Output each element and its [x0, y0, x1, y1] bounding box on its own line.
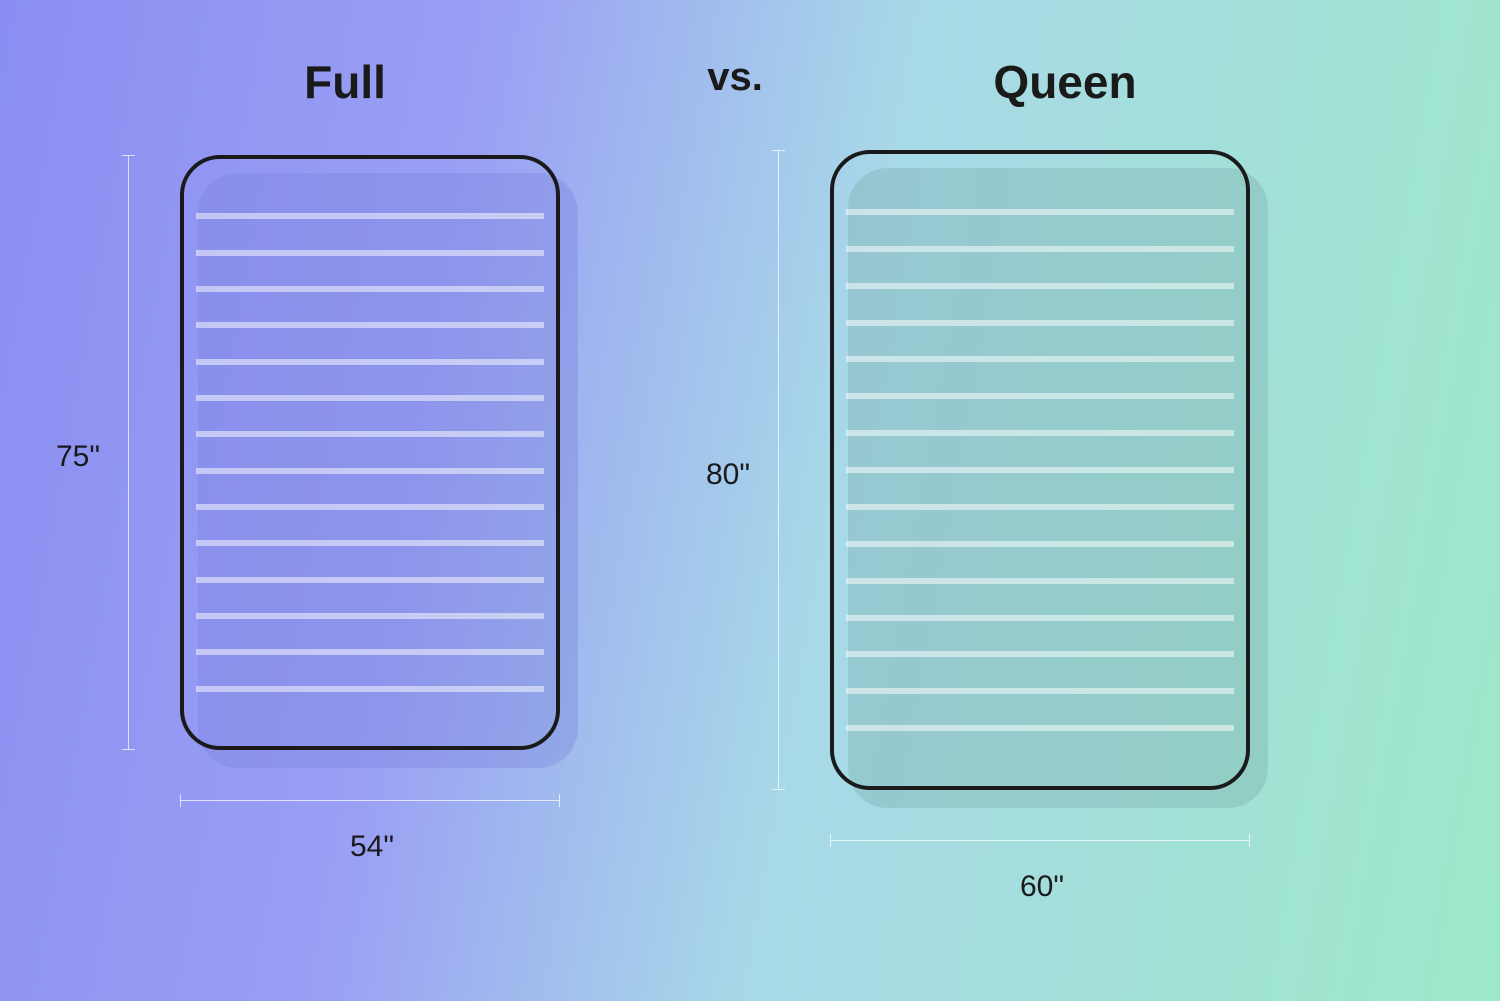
dimension-line-queen-height	[778, 150, 779, 790]
dimension-label-full-height: 75"	[56, 440, 100, 474]
dimension-label-queen-height: 80"	[706, 458, 750, 492]
title-queen: Queen	[993, 55, 1136, 109]
mattress-queen-outline	[830, 150, 1250, 790]
dimension-line-full-height	[128, 155, 129, 750]
dimension-line-queen-width	[830, 840, 1250, 841]
dimension-label-full-width: 54"	[350, 830, 394, 864]
title-full: Full	[304, 55, 386, 109]
infographic-canvas: Full vs. Queen 75" 54" 80" 60"	[0, 0, 1500, 1001]
dimension-line-full-width	[180, 800, 560, 801]
dimension-label-queen-width: 60"	[1020, 870, 1064, 904]
mattress-full-outline	[180, 155, 560, 750]
title-vs: vs.	[707, 55, 763, 100]
